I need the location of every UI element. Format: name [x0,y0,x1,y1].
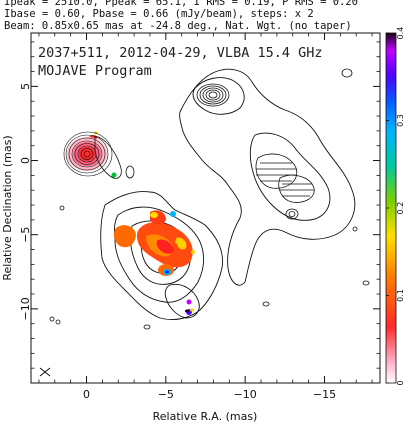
chart-subtitle: MOJAVE Program [38,63,152,79]
colorbar-ticks: 0 0.1 0.2 0.3 0.4 [386,27,405,386]
jet-outer-contour [100,191,223,321]
lobe-outer-contour [179,68,356,286]
x-tick-label: −15 [313,388,336,401]
colorbar-tick-label: 0.3 [396,114,405,127]
hatched-region-2 [278,174,315,203]
header-peaks: Ipeak = 2510.0, Ppeak = 65.1, I RMS = 0.… [4,0,359,8]
y-tick-label: −5 [19,227,32,243]
jet-mid-contour [114,206,205,303]
plot-frame [30,32,381,384]
map-content [49,68,370,330]
jet-tail-contour [164,283,200,319]
lobe-upper-contour [192,77,245,115]
beam-symbol [39,367,51,377]
colorbar-tick-label: 0.4 [396,27,405,40]
chart-title: 2037+511, 2012-04-29, VLBA 15.4 GHz [38,45,322,61]
x-tick-label: −5 [158,388,174,401]
y-tick-label: −10 [19,297,32,320]
colorbar-tick-label: 0.1 [396,289,405,302]
lobe-mid-contour [249,132,331,221]
colorbar-tick-label: 0 [396,380,405,385]
x-axis-ticks: 0 −5 −10 −15 [38,33,373,401]
x-axis-label: Relative R.A. (mas) [153,410,258,423]
header-beam: Beam: 0.85x0.65 mas at -24.8 deg., Nat. … [4,20,352,32]
colorbar-tick-label: 0.2 [396,202,405,215]
header-base: Ibase = 0.60, Pbase = 0.66 (mJy/beam), s… [4,8,314,20]
y-tick-label: 0 [19,157,32,164]
isolated-contours [49,68,370,330]
x-tick-label: −10 [234,388,257,401]
x-tick-label: 0 [83,388,90,401]
y-tick-label: 5 [19,83,32,90]
polarization-blobs [89,131,195,315]
hatched-region-1 [255,153,298,189]
y-axis-ticks: 5 0 −5 −10 [19,41,380,369]
y-axis-label: Relative Declination (mas) [1,135,14,280]
knot-contours [196,83,230,107]
core [63,131,122,179]
core-contours [63,131,113,177]
